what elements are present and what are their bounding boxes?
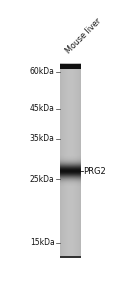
Text: 45kDa: 45kDa xyxy=(30,104,55,113)
Text: 60kDa: 60kDa xyxy=(30,67,55,76)
Text: 35kDa: 35kDa xyxy=(30,134,55,143)
Text: 25kDa: 25kDa xyxy=(30,175,55,184)
Text: Mouse liver: Mouse liver xyxy=(64,17,103,56)
Text: PRG2: PRG2 xyxy=(84,167,106,176)
Bar xyxy=(60,64,81,69)
Text: 15kDa: 15kDa xyxy=(30,238,55,247)
Bar xyxy=(60,256,81,258)
